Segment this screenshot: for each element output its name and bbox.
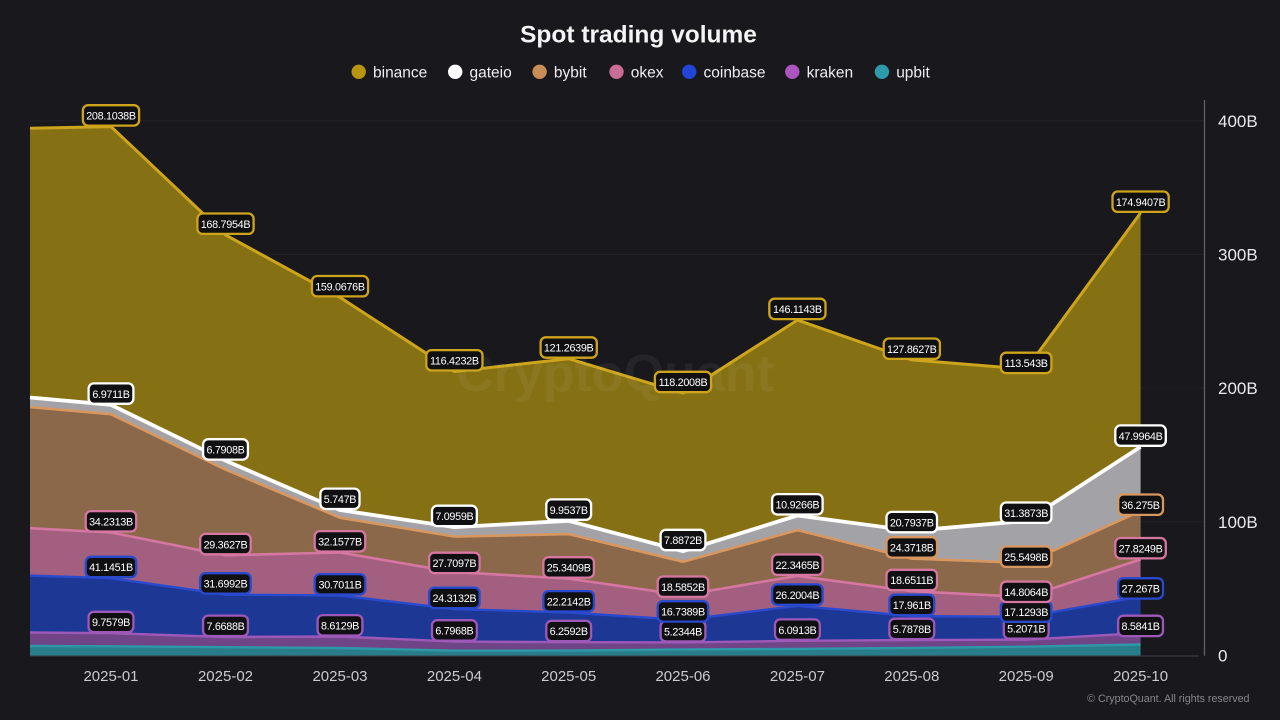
svg-text:159.0676B: 159.0676B [315, 281, 365, 293]
svg-text:27.8249B: 27.8249B [1119, 543, 1163, 555]
svg-text:7.6688B: 7.6688B [206, 621, 244, 633]
svg-text:2025-02: 2025-02 [198, 668, 253, 685]
svg-text:2025-06: 2025-06 [655, 668, 710, 685]
svg-text:146.1143B: 146.1143B [773, 304, 822, 316]
svg-text:9.7579B: 9.7579B [92, 617, 130, 629]
svg-text:CryptoQuant: CryptoQuant [456, 345, 774, 403]
svg-text:17.961B: 17.961B [893, 600, 931, 612]
svg-text:gateio: gateio [470, 64, 512, 81]
svg-text:8.6129B: 8.6129B [321, 621, 359, 633]
svg-text:34.2313B: 34.2313B [89, 517, 133, 529]
svg-text:25.3409B: 25.3409B [547, 563, 591, 575]
svg-text:6.2592B: 6.2592B [550, 626, 588, 638]
svg-text:Spot trading volume: Spot trading volume [520, 21, 757, 48]
svg-text:18.5852B: 18.5852B [661, 582, 705, 594]
svg-text:174.9407B: 174.9407B [1116, 197, 1166, 209]
svg-text:0: 0 [1218, 647, 1227, 666]
svg-text:coinbase: coinbase [704, 64, 766, 81]
svg-text:2025-09: 2025-09 [999, 668, 1054, 685]
svg-text:2025-08: 2025-08 [884, 668, 939, 685]
svg-text:41.1451B: 41.1451B [89, 562, 133, 574]
svg-text:kraken: kraken [807, 64, 854, 81]
svg-text:2025-01: 2025-01 [83, 668, 138, 685]
svg-text:8.5841B: 8.5841B [1122, 621, 1160, 633]
svg-text:36.275B: 36.275B [1122, 500, 1160, 512]
svg-text:22.3465B: 22.3465B [775, 560, 819, 572]
svg-text:6.7908B: 6.7908B [206, 445, 244, 457]
svg-text:5.2344B: 5.2344B [664, 626, 702, 638]
svg-text:7.0959B: 7.0959B [435, 511, 473, 523]
svg-text:116.4232B: 116.4232B [430, 356, 479, 368]
svg-text:32.1577B: 32.1577B [318, 537, 362, 549]
svg-text:31.6992B: 31.6992B [204, 579, 248, 591]
svg-text:27.267B: 27.267B [1122, 584, 1160, 596]
svg-text:26.2004B: 26.2004B [775, 590, 819, 602]
svg-text:6.9711B: 6.9711B [92, 389, 129, 401]
svg-text:9.9537B: 9.9537B [550, 505, 588, 517]
svg-text:47.9964B: 47.9964B [1119, 431, 1163, 443]
svg-text:31.3873B: 31.3873B [1004, 508, 1048, 520]
svg-text:5.2071B: 5.2071B [1007, 624, 1045, 636]
svg-text:208.1038B: 208.1038B [86, 111, 136, 123]
svg-text:300B: 300B [1218, 246, 1258, 265]
svg-text:16.7389B: 16.7389B [661, 607, 705, 619]
svg-text:binance: binance [373, 64, 427, 81]
svg-text:bybit: bybit [554, 64, 587, 81]
svg-text:29.3627B: 29.3627B [204, 539, 248, 551]
svg-text:24.3718B: 24.3718B [890, 543, 934, 555]
svg-text:100B: 100B [1218, 513, 1258, 532]
svg-text:127.8627B: 127.8627B [887, 344, 937, 356]
svg-text:113.543B: 113.543B [1005, 358, 1048, 370]
svg-text:6.0913B: 6.0913B [778, 625, 816, 637]
svg-text:22.2142B: 22.2142B [547, 597, 591, 609]
svg-text:18.6511B: 18.6511B [890, 575, 933, 587]
svg-text:2025-10: 2025-10 [1113, 668, 1168, 685]
svg-text:2025-04: 2025-04 [427, 668, 482, 685]
svg-text:5.7878B: 5.7878B [893, 624, 931, 636]
svg-text:25.5498B: 25.5498B [1004, 552, 1048, 564]
svg-text:14.8064B: 14.8064B [1004, 587, 1048, 599]
svg-text:200B: 200B [1218, 379, 1258, 398]
svg-text:118.2008B: 118.2008B [659, 377, 708, 389]
svg-text:upbit: upbit [896, 64, 930, 81]
svg-text:121.2639B: 121.2639B [544, 343, 594, 355]
svg-text:2025-03: 2025-03 [312, 668, 367, 685]
svg-text:17.1293B: 17.1293B [1004, 607, 1048, 619]
svg-text:okex: okex [631, 64, 664, 81]
svg-text:30.7011B: 30.7011B [318, 580, 361, 592]
svg-text:27.7097B: 27.7097B [432, 558, 476, 570]
svg-text:5.747B: 5.747B [324, 494, 357, 506]
svg-text:© CryptoQuant. All rights rese: © CryptoQuant. All rights reserved [1087, 693, 1249, 705]
svg-text:2025-07: 2025-07 [770, 668, 825, 685]
svg-text:2025-05: 2025-05 [541, 668, 596, 685]
svg-text:10.9266B: 10.9266B [775, 500, 819, 512]
svg-text:400B: 400B [1218, 112, 1258, 131]
svg-text:20.7937B: 20.7937B [890, 517, 934, 529]
svg-text:168.7954B: 168.7954B [201, 219, 251, 231]
svg-text:24.3132B: 24.3132B [432, 593, 476, 605]
svg-text:6.7968B: 6.7968B [435, 626, 473, 638]
svg-text:7.8872B: 7.8872B [664, 535, 702, 547]
